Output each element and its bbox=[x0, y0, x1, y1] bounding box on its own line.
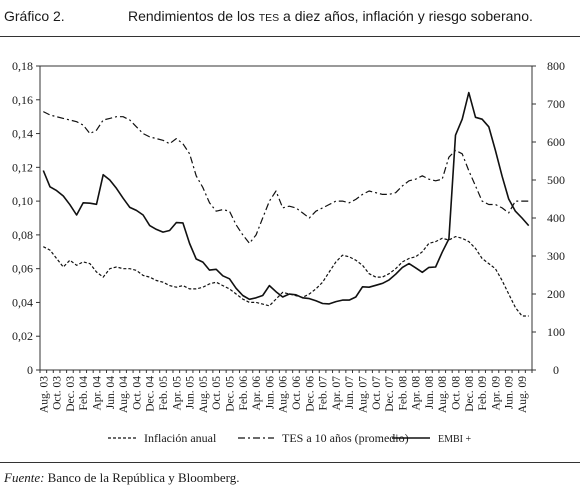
x-tick-label: Oct. 06 bbox=[291, 376, 303, 410]
y-right-tick-label: 600 bbox=[547, 135, 565, 149]
x-tick-label: Aug. 04 bbox=[118, 376, 130, 413]
x-tick-label: Apr. 05 bbox=[171, 376, 183, 411]
x-tick-label: Oct. 05 bbox=[211, 376, 223, 410]
title-tes: TES bbox=[258, 12, 280, 24]
x-tick-label: Jun. 05 bbox=[185, 376, 197, 409]
chart-title: Rendimientos de los TES a diez años, inf… bbox=[128, 8, 533, 24]
x-tick-label: Aug. 06 bbox=[278, 376, 290, 413]
plot-frame bbox=[39, 65, 533, 371]
x-tick-label: Feb. 05 bbox=[158, 376, 170, 411]
source-note: Fuente: Banco de la República y Bloomber… bbox=[4, 470, 240, 486]
source-text: Banco de la República y Bloomberg. bbox=[44, 470, 240, 485]
figure-header: Gráfico 2. Rendimientos de los TES a die… bbox=[0, 0, 580, 50]
y-left-tick-label: 0,10 bbox=[12, 194, 33, 208]
y-right-tick-label: 0 bbox=[553, 363, 559, 377]
x-tick-label: Apr. 09 bbox=[490, 376, 502, 411]
x-tick-label: Apr. 06 bbox=[251, 376, 263, 411]
x-tick-label: Jun. 09 bbox=[504, 376, 516, 409]
y-left-tick-label: 0,12 bbox=[12, 160, 33, 174]
x-tick-label: Aug. 05 bbox=[198, 376, 210, 413]
y-left-tick-label: 0,14 bbox=[12, 127, 33, 141]
x-tick-label: Feb. 06 bbox=[238, 376, 250, 411]
y-left-tick-label: 0,02 bbox=[12, 329, 33, 343]
source-prefix: Fuente: bbox=[4, 470, 45, 485]
series-line-1 bbox=[43, 236, 529, 317]
x-tick-label: Oct. 03 bbox=[52, 376, 64, 410]
x-tick-label: Jun. 04 bbox=[105, 376, 117, 409]
y-right-tick-label: 100 bbox=[547, 325, 565, 339]
figure-label: Gráfico 2. bbox=[4, 8, 65, 24]
y-left-tick-label: 0,04 bbox=[12, 295, 33, 309]
x-tick-label: Aug. 09 bbox=[517, 376, 529, 413]
series-line-2 bbox=[43, 111, 529, 244]
legend-label-3: EMBI + bbox=[438, 434, 472, 445]
x-tick-label: Dec. 06 bbox=[304, 376, 316, 412]
x-tick-label: Jun. 07 bbox=[344, 376, 356, 409]
y-right-tick-label: 300 bbox=[547, 249, 565, 263]
y-left-tick-label: 0,16 bbox=[12, 93, 33, 107]
x-tick-label: Oct. 07 bbox=[371, 376, 383, 410]
chart-svg: 0 0,02 0,04 0,06 0,08 0,10 0,12 0,14 0,16 0,18 0 10… bbox=[12, 59, 565, 445]
y-left-tick-label: 0 bbox=[27, 363, 33, 377]
y-right-tick-label: 700 bbox=[547, 97, 565, 111]
y-right-tick-label: 200 bbox=[547, 287, 565, 301]
x-tick-label: Apr. 04 bbox=[92, 376, 104, 411]
x-tick-label: Dec. 07 bbox=[384, 376, 396, 412]
y-right-tick-label: 500 bbox=[547, 173, 565, 187]
top-rule bbox=[0, 36, 580, 37]
x-tick-label: Feb. 04 bbox=[78, 376, 90, 411]
y-left-tick-label: 0,08 bbox=[12, 228, 33, 242]
title-part-1: Rendimientos de los bbox=[128, 8, 259, 24]
x-tick-label: Aug. 08 bbox=[437, 376, 449, 413]
title-part-2: a diez años, inflación y riesgo soberano… bbox=[279, 8, 533, 24]
x-tick-label: Oct. 08 bbox=[451, 376, 463, 410]
x-tick-label: Dec. 05 bbox=[224, 376, 236, 412]
y-right-tick-label: 400 bbox=[547, 211, 565, 225]
x-tick-label: Jun. 08 bbox=[424, 376, 436, 409]
y-right-tick-label: 800 bbox=[547, 59, 565, 73]
x-tick-label: Dec. 04 bbox=[145, 376, 157, 412]
x-tick-label: Dec. 03 bbox=[65, 376, 77, 412]
x-tick-label: Dec. 08 bbox=[464, 376, 476, 412]
x-tick-label: Feb. 07 bbox=[318, 376, 330, 411]
y-left-tick-label: 0,06 bbox=[12, 262, 33, 276]
x-tick-label: Feb. 08 bbox=[397, 376, 409, 411]
x-tick-label: Oct. 04 bbox=[131, 376, 143, 410]
x-tick-label: Feb. 09 bbox=[477, 376, 489, 411]
legend-label-2: TES a 10 años (promedio) bbox=[282, 431, 409, 445]
x-tick-label: Apr. 08 bbox=[411, 376, 423, 411]
bottom-rule bbox=[0, 462, 580, 463]
x-tick-label: Jun. 06 bbox=[264, 376, 276, 409]
x-tick-label: Aug. 03 bbox=[38, 376, 50, 413]
x-tick-label: Aug. 07 bbox=[357, 376, 369, 413]
y-left-tick-label: 0,18 bbox=[12, 59, 33, 73]
legend-label-1: Inflación anual bbox=[144, 431, 217, 445]
series-line-3 bbox=[42, 91, 530, 305]
x-tick-label: Apr. 07 bbox=[331, 376, 343, 411]
